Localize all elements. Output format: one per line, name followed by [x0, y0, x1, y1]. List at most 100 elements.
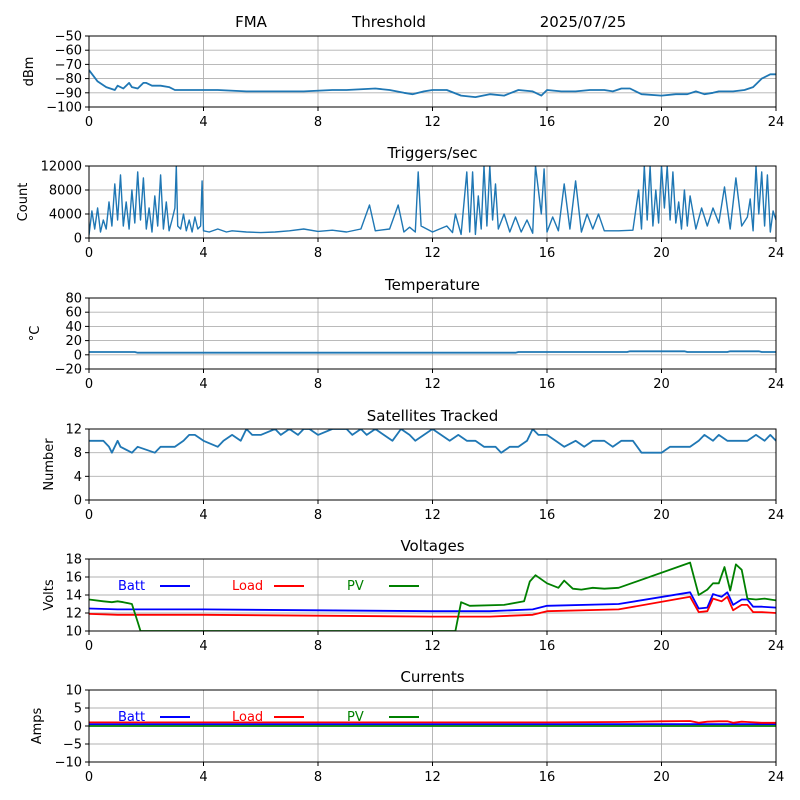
series-line-0 [89, 350, 776, 354]
y-tick-label: 12000 [41, 160, 82, 175]
x-tick-label: 4 [199, 377, 207, 392]
header-station: FMA [235, 13, 268, 31]
series-line-0 [89, 166, 776, 236]
x-tick-label: 12 [424, 115, 441, 130]
x-tick-label: 12 [424, 508, 441, 523]
y-tick-label: 8000 [49, 184, 82, 199]
y-tick-label: 0 [74, 494, 82, 509]
y-tick-label: −70 [55, 58, 82, 73]
panel-title: Satellites Tracked [367, 407, 498, 425]
panel-title: Triggers/sec [387, 144, 478, 162]
y-tick-label: 12 [65, 607, 82, 622]
panel-title: Voltages [400, 537, 464, 555]
y-tick-label: 16 [65, 571, 82, 586]
x-tick-label: 8 [314, 770, 322, 785]
y-tick-label: 18 [65, 553, 82, 568]
x-tick-label: 0 [85, 377, 93, 392]
x-tick-label: 0 [85, 639, 93, 654]
series-line-0 [89, 429, 776, 454]
y-axis-label: Count [16, 183, 31, 222]
panel-1: 0 4 8 12 16 20 24 0 4000 8000 12000 Triggers/sec Cou… [16, 144, 784, 261]
x-tick-label: 4 [199, 770, 207, 785]
y-tick-label: 0 [74, 348, 82, 363]
y-tick-label: 10 [65, 625, 82, 640]
x-tick-label: 0 [85, 770, 93, 785]
panel-title: Temperature [384, 276, 480, 294]
x-tick-label: 20 [653, 639, 670, 654]
y-tick-label: 20 [65, 334, 82, 349]
legend-label-batt: Batt [118, 710, 145, 725]
series-line-batt [89, 591, 776, 613]
panel-4: 0 4 8 12 16 20 24 10 12 14 16 18 Voltages Volts Batt Lo… [42, 537, 784, 654]
panel-5: 0 4 8 12 16 20 24 −10 −5 0 5 10 Currents Amps Batt Load… [30, 668, 784, 785]
x-tick-label: 20 [653, 377, 670, 392]
legend-label-load: Load [232, 710, 263, 725]
y-tick-label: −80 [55, 72, 82, 87]
x-tick-label: 24 [768, 246, 785, 261]
legend-label-pv: PV [347, 710, 364, 725]
x-tick-label: 16 [539, 770, 556, 785]
y-tick-label: 14 [65, 589, 82, 604]
y-tick-label: 40 [65, 320, 82, 335]
x-tick-label: 12 [424, 639, 441, 654]
x-tick-label: 24 [768, 770, 785, 785]
x-tick-label: 4 [199, 639, 207, 654]
x-tick-label: 24 [768, 639, 785, 654]
legend-label-load: Load [232, 579, 263, 594]
x-tick-label: 12 [424, 770, 441, 785]
x-tick-label: 16 [539, 246, 556, 261]
y-tick-label: 10 [65, 684, 82, 699]
x-tick-label: 8 [314, 377, 322, 392]
y-axis-label: °C [28, 326, 43, 342]
legend-label-pv: PV [347, 579, 364, 594]
y-axis-label: Volts [42, 579, 57, 611]
series-line-load [89, 720, 776, 724]
y-tick-label: −100 [46, 101, 82, 116]
header: FMA Threshold 2025/07/25 [235, 13, 626, 31]
y-tick-label: 5 [74, 702, 82, 717]
legend-label-batt: Batt [118, 579, 145, 594]
y-tick-label: −60 [55, 44, 82, 59]
x-tick-label: 12 [424, 246, 441, 261]
x-tick-label: 8 [314, 508, 322, 523]
y-tick-label: 0 [74, 720, 82, 735]
x-tick-label: 20 [653, 770, 670, 785]
x-tick-label: 4 [199, 508, 207, 523]
x-tick-label: 0 [85, 115, 93, 130]
x-tick-label: 4 [199, 115, 207, 130]
y-axis-label: Amps [30, 707, 45, 744]
header-date: 2025/07/25 [540, 13, 626, 31]
y-tick-label: 0 [74, 232, 82, 247]
y-tick-label: −5 [63, 738, 82, 753]
x-tick-label: 16 [539, 508, 556, 523]
x-tick-label: 16 [539, 639, 556, 654]
y-tick-label: 4 [74, 470, 82, 485]
y-tick-label: 80 [65, 292, 82, 307]
panel-title: Currents [400, 668, 464, 686]
y-tick-label: −20 [55, 363, 82, 378]
series-line-pv [89, 561, 776, 631]
x-tick-label: 0 [85, 246, 93, 261]
y-tick-label: −50 [55, 30, 82, 45]
y-tick-label: 12 [65, 423, 82, 438]
y-tick-label: −90 [55, 86, 82, 101]
panel-0: 0 4 8 12 16 20 24 −100−90−80−70−60−50 dBm [22, 30, 784, 131]
x-tick-label: 20 [653, 246, 670, 261]
y-axis-label: Number [42, 438, 57, 491]
y-tick-label: 60 [65, 306, 82, 321]
y-axis-label: dBm [22, 57, 37, 87]
series-line-0 [89, 69, 776, 98]
y-tick-label: 8 [74, 446, 82, 461]
x-tick-label: 8 [314, 246, 322, 261]
x-tick-label: 16 [539, 115, 556, 130]
series-line-load [89, 595, 776, 618]
x-tick-label: 24 [768, 508, 785, 523]
x-tick-label: 8 [314, 115, 322, 130]
x-tick-label: 4 [199, 246, 207, 261]
x-tick-label: 12 [424, 377, 441, 392]
x-tick-label: 20 [653, 508, 670, 523]
x-tick-label: 24 [768, 377, 785, 392]
x-tick-label: 16 [539, 377, 556, 392]
